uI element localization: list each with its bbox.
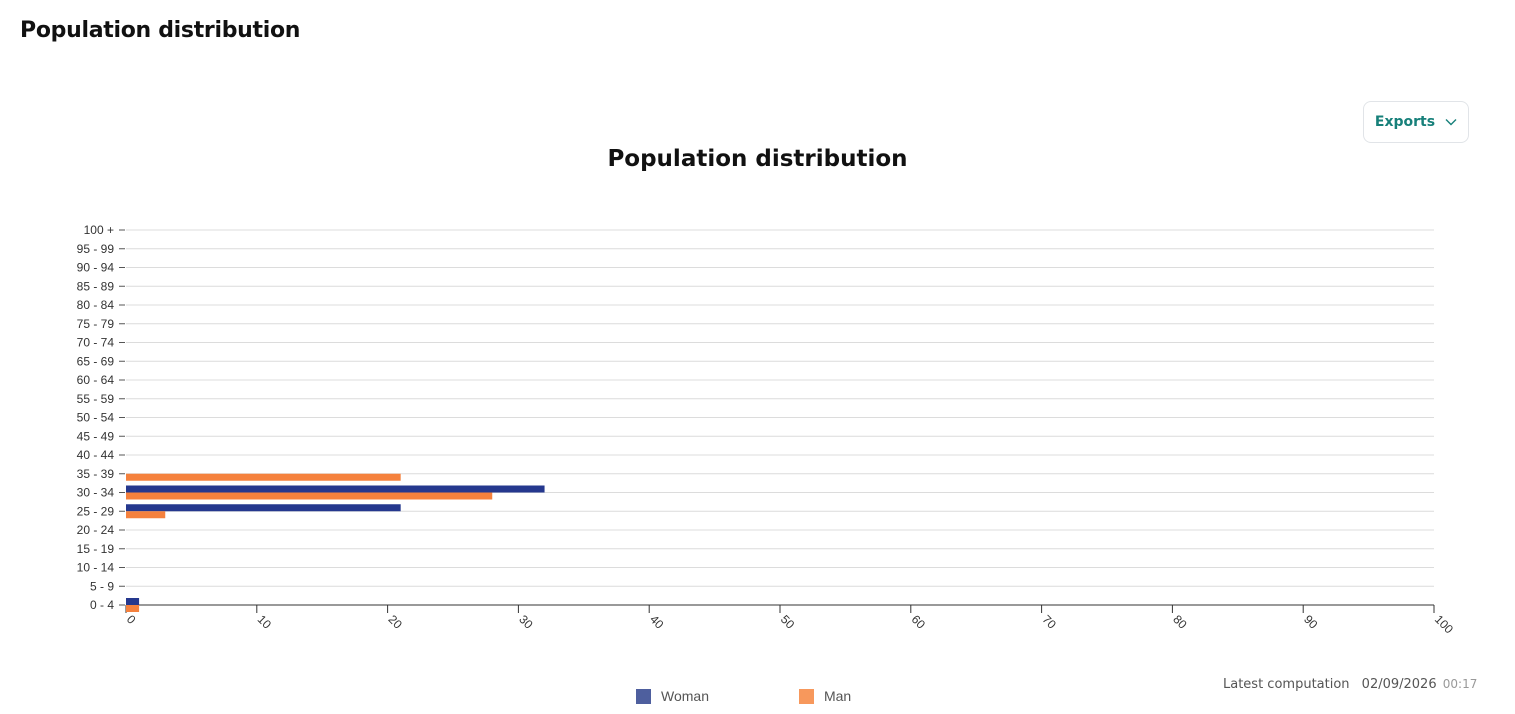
- y-tick-label: 0 - 4: [90, 598, 114, 612]
- chart-legend: Woman Man: [636, 688, 851, 704]
- y-tick-label: 5 - 9: [90, 579, 114, 593]
- y-tick-label: 75 - 79: [77, 317, 115, 331]
- y-tick-label: 45 - 49: [77, 429, 115, 443]
- y-tick-label: 25 - 29: [77, 504, 115, 518]
- x-tick-label: 0: [124, 612, 139, 627]
- y-tick-label: 15 - 19: [77, 542, 115, 556]
- y-tick-label: 85 - 89: [77, 279, 115, 293]
- x-tick-label: 100: [1432, 612, 1456, 636]
- y-tick-label: 10 - 14: [77, 561, 115, 575]
- x-tick-label: 80: [1170, 612, 1190, 632]
- legend-label-man: Man: [823, 688, 852, 704]
- x-tick-label: 10: [255, 612, 275, 632]
- x-tick-label: 40: [647, 612, 667, 632]
- x-tick-label: 30: [516, 612, 536, 632]
- bar-woman-30-34: [126, 485, 545, 493]
- y-tick-label: 100 +: [84, 223, 114, 237]
- x-tick-label: 20: [385, 612, 405, 632]
- bar-man-0-4: [126, 605, 140, 612]
- bar-man-30-34: [126, 492, 493, 500]
- legend-swatch-man: [798, 688, 814, 704]
- x-tick-label: 90: [1301, 612, 1321, 632]
- x-tick-label: 70: [1039, 612, 1059, 632]
- computation-date: 02/09/2026: [1361, 677, 1437, 692]
- chart-title: Population distribution: [607, 146, 908, 172]
- y-tick-label: 35 - 39: [77, 467, 115, 481]
- y-tick-label: 50 - 54: [77, 411, 115, 425]
- bar-woman-0-4: [126, 598, 140, 605]
- y-tick-label: 30 - 34: [77, 486, 115, 500]
- bar-man-35-39: [126, 473, 401, 481]
- exports-button[interactable]: Exports: [1363, 101, 1469, 143]
- legend-item-man[interactable]: Man: [798, 688, 852, 704]
- computation-label: Latest computation: [1223, 677, 1350, 692]
- y-tick-label: 40 - 44: [77, 448, 115, 462]
- y-tick-label: 65 - 69: [77, 354, 115, 368]
- page-title: Population distribution: [20, 18, 301, 43]
- y-tick-label: 20 - 24: [77, 523, 115, 537]
- computation-time: 00:17: [1442, 677, 1478, 691]
- y-tick-label: 95 - 99: [77, 242, 115, 256]
- chevron-down-icon: [1445, 118, 1457, 126]
- y-tick-label: 80 - 84: [77, 298, 115, 312]
- y-tick-label: 70 - 74: [77, 336, 115, 350]
- y-tick-label: 55 - 59: [77, 392, 115, 406]
- legend-swatch-woman: [636, 688, 651, 704]
- legend-label-woman: Woman: [661, 688, 709, 704]
- bar-woman-25-29: [126, 504, 401, 512]
- legend-item-woman[interactable]: Woman: [636, 688, 709, 704]
- x-tick-label: 50: [778, 612, 798, 632]
- y-tick-label: 90 - 94: [77, 261, 115, 275]
- x-tick-label: 60: [909, 612, 929, 632]
- y-tick-label: 60 - 64: [77, 373, 115, 387]
- latest-computation: Latest computation 02/09/2026 00:17: [1223, 677, 1477, 692]
- bar-man-25-29: [126, 511, 166, 519]
- exports-label: Exports: [1374, 114, 1436, 130]
